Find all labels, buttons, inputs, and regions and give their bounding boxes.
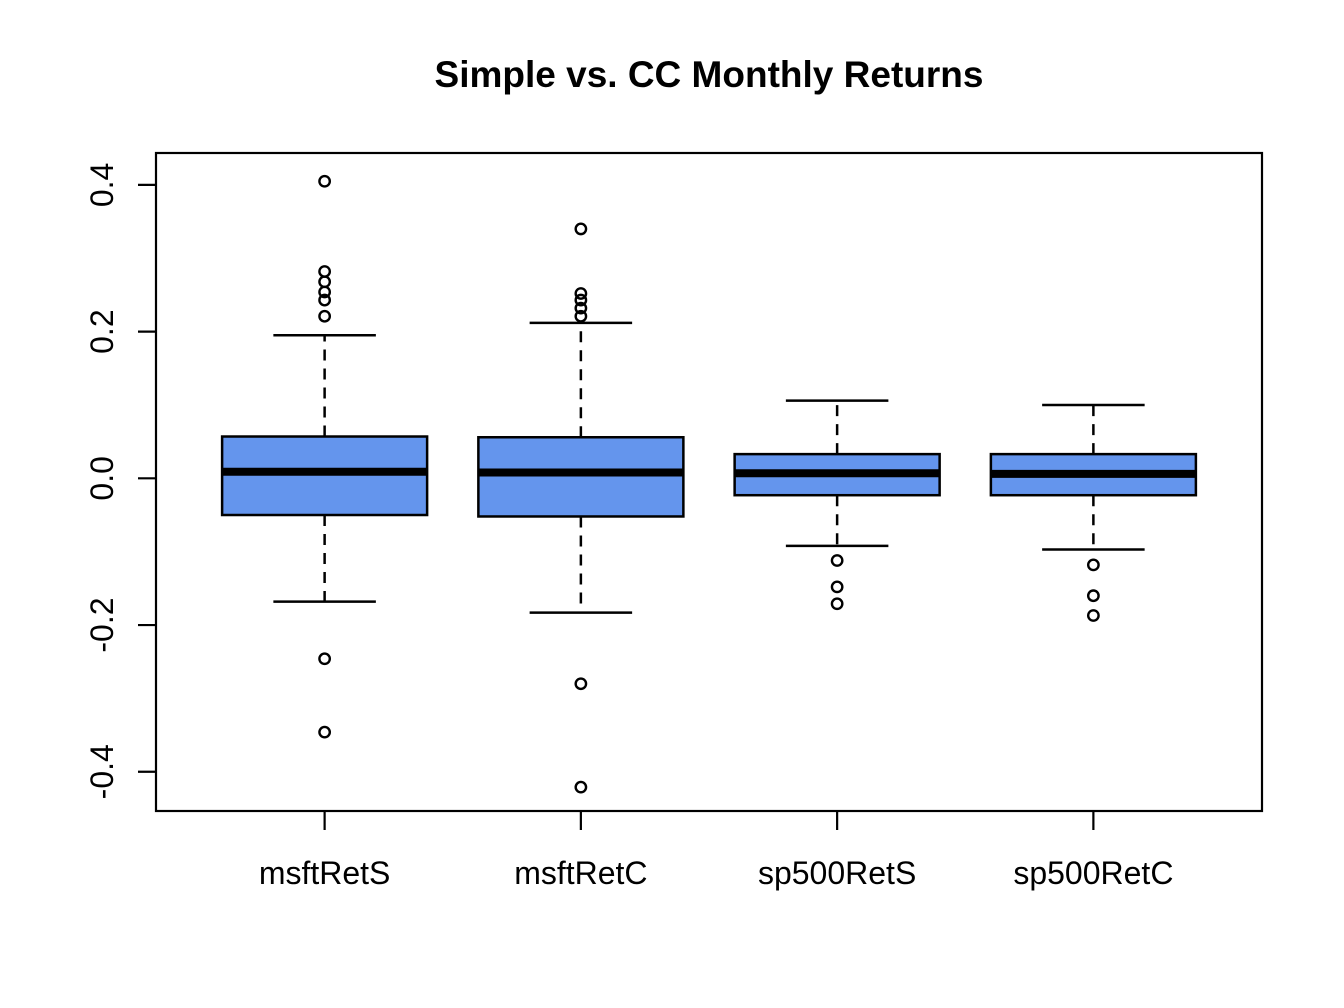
outlier-point [574,293,588,307]
outlier-point [318,652,332,666]
outlier-point [318,275,332,289]
outlier-point [1086,558,1100,572]
iqr-box [220,435,429,517]
x-tick-label: sp500RetS [758,855,916,891]
outlier-point [574,309,588,323]
outlier-point [830,597,844,611]
plot-border [154,151,1264,813]
y-tick-label: -0.4 [84,744,120,799]
outlier-point [830,580,844,594]
outlier-point [574,780,588,794]
y-tick-label: 0.2 [84,309,120,353]
box-group-msftRetC [477,222,685,794]
chart-title: Simple vs. CC Monthly Returns [434,54,984,95]
outlier-point [830,554,844,567]
outlier-point [1086,589,1100,603]
outlier-point [574,287,588,300]
iqr-box [477,436,685,518]
box-group-sp500RetS [733,399,941,611]
x-tick-label: msftRetS [259,855,391,891]
outlier-point [318,725,332,739]
y-tick-label: 0.4 [84,163,120,207]
outlier-point [574,222,588,236]
outlier-point [1086,609,1100,622]
y-tick-label: 0.0 [84,456,120,500]
outlier-point [318,285,332,299]
box-group-msftRetS [220,174,429,739]
x-tick-label: msftRetC [514,855,647,891]
box-group-sp500RetC [989,403,1198,622]
outlier-point [318,174,332,188]
outlier-point [574,677,588,691]
outlier-point [318,293,332,307]
x-tick-label: sp500RetC [1013,855,1173,891]
outlier-point [574,301,588,315]
outlier-point [318,309,332,323]
outlier-point [318,265,332,278]
y-tick-label: -0.2 [84,597,120,652]
